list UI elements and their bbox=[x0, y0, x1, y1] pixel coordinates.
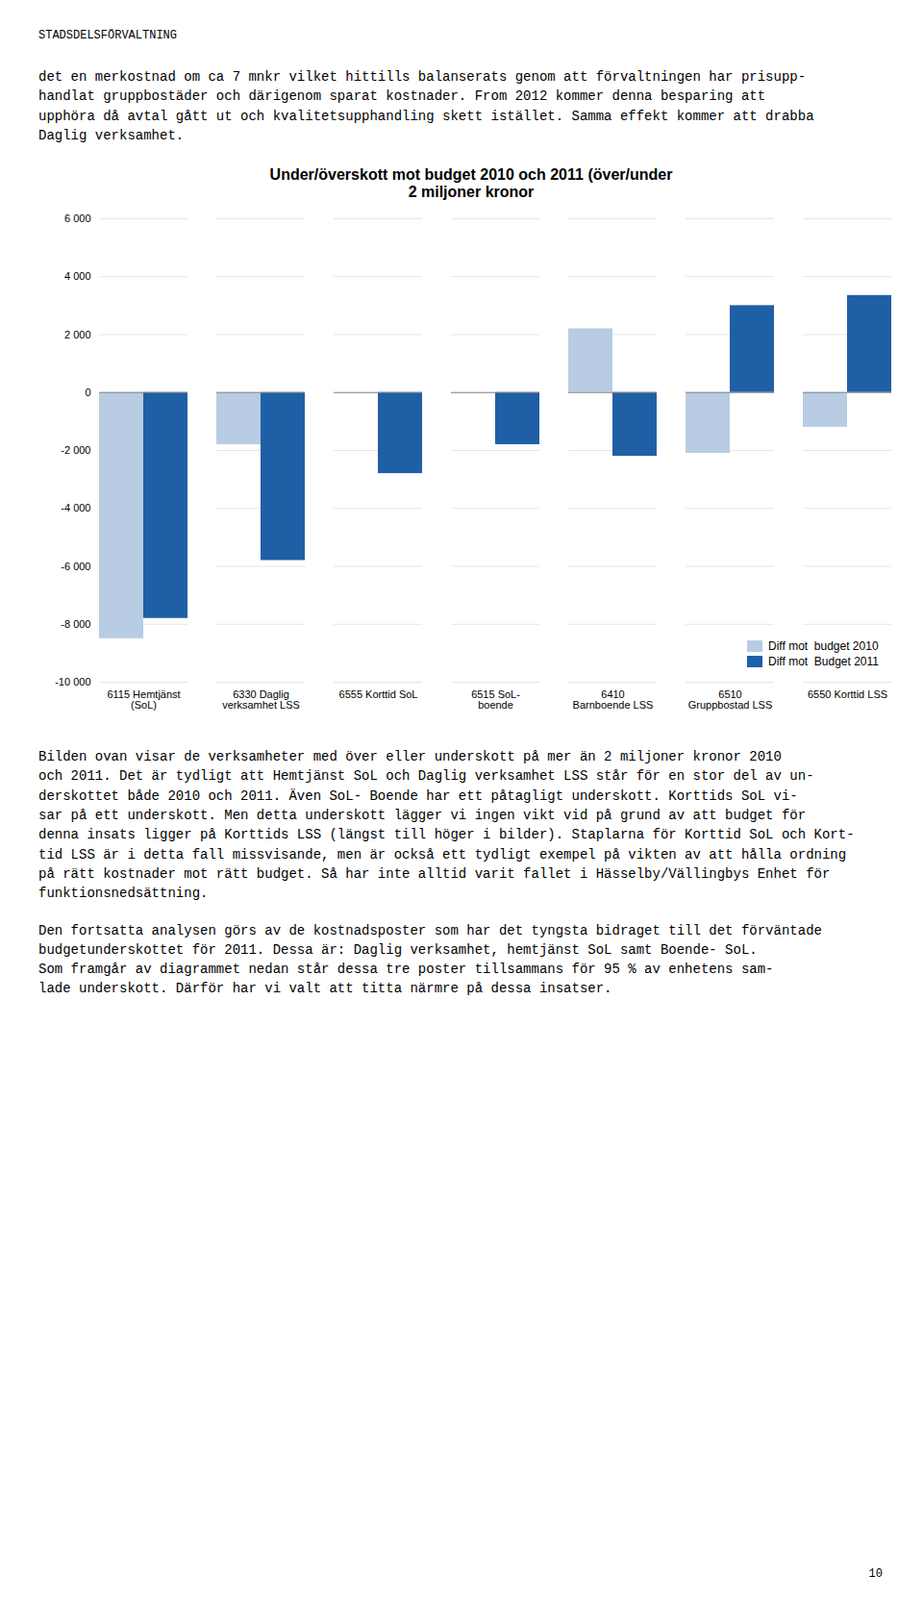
svg-text:-4 000: -4 000 bbox=[60, 501, 91, 514]
html-text:STADSDELSFÖRVALTNING: STADSDELSFÖRVALTNING bbox=[38, 28, 177, 43]
html-text:Under/överskott mot budget 201: Under/överskott mot budget 2010 och 2011… bbox=[269, 166, 673, 201]
html-text:Diff mot budget 2010: Diff mot budget 2010 bbox=[768, 639, 879, 654]
html-text:Diff mot Budget 2011: Diff mot Budget 2011 bbox=[768, 654, 879, 669]
svg-text:-6 000: -6 000 bbox=[60, 560, 91, 573]
html-text:Bilden ovan visar de verksamhe: Bilden ovan visar de verksamheter med öv… bbox=[38, 749, 855, 902]
svg-text:2 000: 2 000 bbox=[64, 328, 92, 341]
svg-text:-2 000: -2 000 bbox=[60, 444, 91, 456]
html-text:10: 10 bbox=[868, 1567, 883, 1581]
html-text:Den fortsatta analysen görs av: Den fortsatta analysen görs av de kostna… bbox=[38, 922, 822, 997]
svg-text:6330 Dagligverksamhet LSS: 6330 Dagligverksamhet LSS bbox=[222, 688, 300, 711]
svg-text:6555 Korttid SoL: 6555 Korttid SoL bbox=[339, 688, 419, 700]
svg-text:6550 Korttid LSS: 6550 Korttid LSS bbox=[807, 688, 888, 700]
svg-text:-10 000: -10 000 bbox=[54, 675, 91, 688]
svg-text:6115 Hemtjänst(SoL): 6115 Hemtjänst(SoL) bbox=[106, 688, 180, 711]
svg-text:0: 0 bbox=[84, 386, 91, 399]
svg-text:6 000: 6 000 bbox=[64, 212, 92, 225]
svg-text:6515 SoL-boende: 6515 SoL-boende bbox=[471, 688, 521, 711]
svg-text:4 000: 4 000 bbox=[64, 270, 92, 282]
svg-text:6410Barnboende LSS: 6410Barnboende LSS bbox=[573, 688, 654, 711]
html-text:det en merkostnad om ca 7 mnkr: det en merkostnad om ca 7 mnkr vilket hi… bbox=[38, 69, 814, 144]
svg-text:6510Gruppbostad LSS: 6510Gruppbostad LSS bbox=[688, 688, 773, 711]
svg-text:-8 000: -8 000 bbox=[60, 618, 91, 630]
